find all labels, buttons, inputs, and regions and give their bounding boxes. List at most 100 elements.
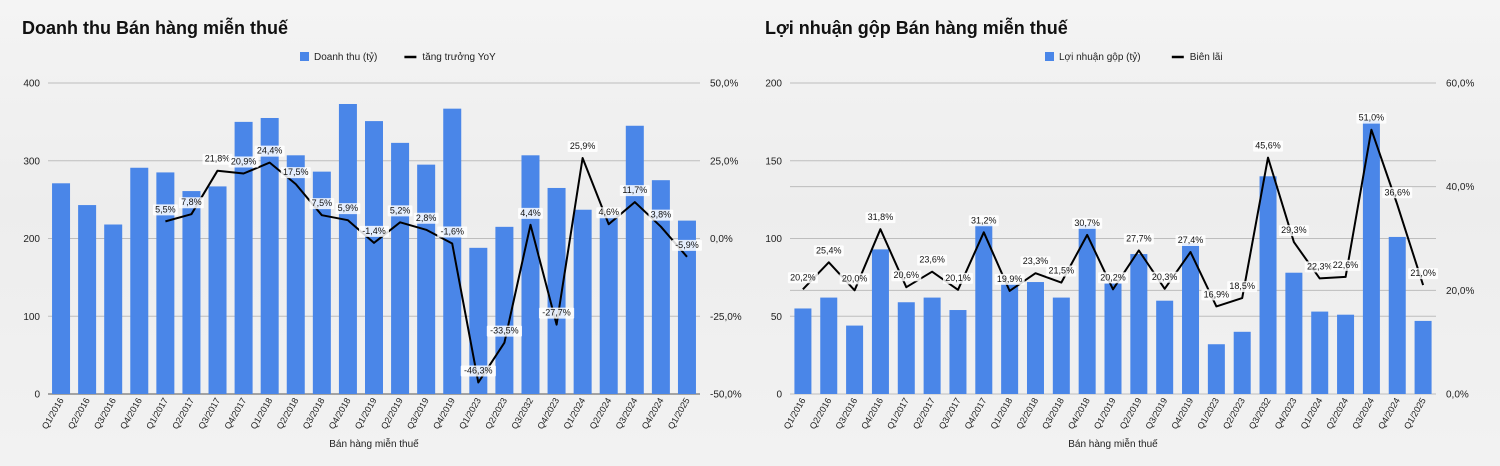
y-tick-label: 0 [34, 390, 40, 401]
data-label: 7,8% [181, 197, 202, 207]
data-label: 25,4% [816, 245, 842, 255]
bar [1362, 120, 1380, 394]
revenue-chart: Doanh thu Bán hàng miễn thuế Doanh thu (t… [22, 17, 742, 450]
x-tick-label: Q3/2024 [1350, 396, 1376, 431]
bar [1001, 283, 1019, 394]
bar [547, 187, 566, 394]
x-tick-label: Q3/2019 [405, 396, 431, 431]
data-label-bg [1382, 187, 1413, 199]
data-label-bg [1149, 271, 1180, 283]
x-tick-label: Q3/2032 [1247, 396, 1273, 431]
x-tick-label: Q2/2017 [911, 396, 937, 431]
data-label: 21,5% [1049, 266, 1075, 276]
data-label-bg [309, 198, 335, 210]
legend-bar-swatch [300, 52, 309, 61]
x-tick-label: Q2/2018 [1014, 396, 1040, 431]
x-tick-label: Q1/2016 [782, 396, 808, 431]
bar [104, 224, 123, 394]
data-label: 20,9% [231, 157, 257, 167]
y2-tick-label: 60,0% [1446, 79, 1474, 90]
y-tick-label: 200 [765, 79, 782, 90]
y2-tick-label: 0,0% [710, 234, 733, 245]
x-tick-label: Q3/2017 [196, 396, 222, 431]
data-label-bg [387, 205, 413, 217]
data-label: 19,9% [997, 274, 1023, 284]
data-label: 20,1% [945, 273, 971, 283]
series-line [165, 157, 688, 384]
x-tick-label: Q3/2032 [509, 396, 535, 431]
data-label: 27,7% [1126, 233, 1152, 243]
data-label-bg [968, 215, 999, 227]
data-label: 27,4% [1178, 235, 1204, 245]
data-label: 29,3% [1281, 225, 1307, 235]
x-tick-label: Q1/2017 [885, 396, 911, 431]
chart-title: Lợi nhuận gộp Bán hàng miễn thuế [765, 17, 1069, 38]
data-label-bg [1046, 265, 1077, 277]
x-tick-label: Q4/2017 [963, 396, 989, 431]
data-label-bg [865, 212, 896, 224]
x-tick-label: Q4/2018 [327, 396, 353, 431]
bar [521, 155, 540, 394]
data-label: 4,6% [598, 207, 619, 217]
data-label: 5,5% [155, 204, 176, 214]
data-label-bg [1072, 217, 1103, 229]
data-label-bg [518, 207, 543, 219]
legend-bar-swatch [1045, 52, 1054, 61]
data-label: 45,6% [1255, 141, 1281, 151]
data-label: 16,9% [1204, 289, 1230, 299]
y-tick-label: 100 [23, 312, 40, 323]
x-tick-label: Q4/2023 [1273, 396, 1299, 431]
bar [820, 297, 838, 394]
bar [975, 224, 993, 394]
data-label-bg [1253, 140, 1284, 152]
data-label: 18,5% [1229, 281, 1255, 291]
data-label-bg [359, 225, 389, 237]
data-label-bg [596, 207, 622, 219]
x-tick-label: Q1/2023 [457, 396, 483, 431]
bar [599, 215, 618, 394]
data-label-bg [1408, 268, 1439, 280]
data-label: 20,2% [790, 272, 816, 282]
x-tick-label: Q1/2019 [353, 396, 379, 431]
data-label-bg [1020, 256, 1051, 268]
legend-bar-label: Lợi nhuận gộp (tỷ) [1059, 51, 1141, 63]
legend-line-label: tăng trưởng YoY [422, 51, 496, 63]
bar [1233, 331, 1251, 394]
y-tick-label: 0 [776, 390, 782, 401]
bar [677, 220, 696, 394]
data-label-bg [787, 272, 818, 284]
data-label-bg [917, 254, 948, 266]
data-label-bg [1330, 259, 1361, 271]
x-tick-label: Q1/2024 [561, 396, 587, 431]
x-tick-label: Q1/2025 [666, 396, 692, 431]
y-tick-label: 300 [23, 156, 40, 167]
bar [495, 226, 514, 394]
data-label-bg [891, 270, 922, 282]
data-label: 23,6% [919, 255, 945, 265]
data-label-bg [567, 140, 598, 152]
x-tick-label: Q4/2018 [1066, 396, 1092, 431]
y2-tick-label: 25,0% [710, 156, 738, 167]
y2-tick-label: 20,0% [1446, 286, 1474, 297]
data-label-bg [254, 145, 285, 157]
data-label-bg [839, 273, 870, 285]
bar [391, 142, 410, 394]
bar [794, 308, 812, 394]
data-label-bg [813, 245, 844, 257]
y-tick-label: 150 [765, 156, 782, 167]
x-tick-label: Q2/2024 [588, 396, 614, 431]
bar [1156, 300, 1174, 394]
x-tick-label: Q1/2023 [1195, 396, 1221, 431]
x-tick-label: Q2/2017 [170, 396, 196, 431]
bar [365, 121, 383, 394]
bar [1130, 254, 1148, 394]
data-label: 22,6% [1333, 260, 1359, 270]
data-label-bg [1278, 225, 1309, 237]
data-label: -1,4% [362, 226, 386, 236]
bar [1026, 282, 1044, 394]
x-tick-label: Q1/2019 [1092, 396, 1118, 431]
data-label-bg [994, 273, 1025, 285]
bar [846, 325, 864, 394]
data-label-bg [460, 365, 496, 377]
